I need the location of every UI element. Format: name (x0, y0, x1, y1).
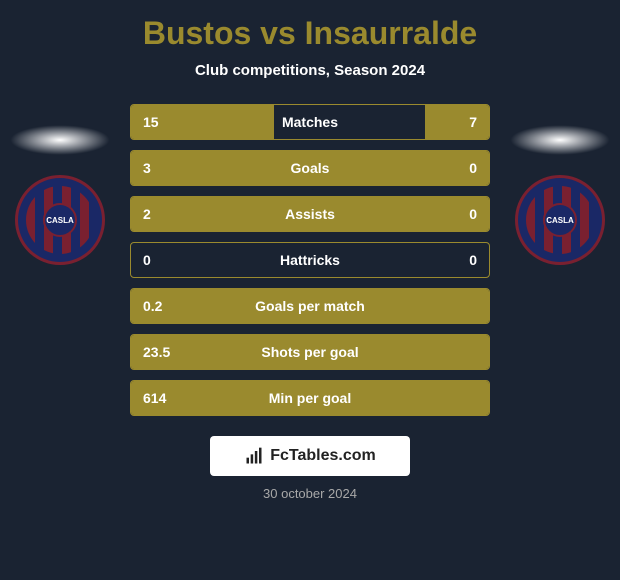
stat-label: Min per goal (269, 390, 351, 406)
stat-row: 2 Assists 0 (130, 196, 490, 232)
spotlight-icon (510, 125, 610, 155)
badge-center-label: CASLA (43, 203, 77, 237)
infographic-container: Bustos vs Insaurralde Club competitions,… (0, 0, 620, 580)
site-logo[interactable]: FcTables.com (210, 436, 410, 476)
page-subtitle: Club competitions, Season 2024 (10, 62, 610, 79)
stat-value-left: 0.2 (143, 298, 162, 314)
stat-value-right: 0 (469, 160, 477, 176)
stat-label: Shots per goal (261, 344, 358, 360)
stat-row: 0 Hattricks 0 (130, 242, 490, 278)
chart-icon (244, 446, 264, 466)
badge-circle: CASLA (515, 175, 605, 265)
stat-label: Assists (285, 206, 335, 222)
stat-fill-right (425, 105, 489, 139)
stat-value-left: 15 (143, 114, 159, 130)
stat-row: 15 Matches 7 (130, 104, 490, 140)
stat-row: 3 Goals 0 (130, 150, 490, 186)
stat-label: Matches (282, 114, 338, 130)
stat-value-left: 614 (143, 390, 166, 406)
club-badge-right: CASLA (515, 175, 605, 265)
page-title: Bustos vs Insaurralde (10, 15, 610, 52)
club-badge-left: CASLA (15, 175, 105, 265)
stat-value-left: 3 (143, 160, 151, 176)
stat-label: Hattricks (280, 252, 340, 268)
player-badge-left: CASLA (10, 125, 110, 285)
date-label: 30 october 2024 (10, 486, 610, 501)
badge-circle: CASLA (15, 175, 105, 265)
site-logo-text: FcTables.com (270, 447, 376, 465)
spotlight-icon (10, 125, 110, 155)
stat-value-right: 7 (469, 114, 477, 130)
stat-row: 614 Min per goal (130, 380, 490, 416)
stats-list: 15 Matches 7 3 Goals 0 2 Assists 0 0 Hattricks 0 0.2… (130, 104, 490, 416)
stat-value-left: 0 (143, 252, 151, 268)
player-badge-right: CASLA (510, 125, 610, 285)
stat-row: 0.2 Goals per match (130, 288, 490, 324)
stat-value-right: 0 (469, 252, 477, 268)
stat-value-right: 0 (469, 206, 477, 222)
stat-value-left: 2 (143, 206, 151, 222)
badge-center-label: CASLA (543, 203, 577, 237)
stat-label: Goals per match (255, 298, 365, 314)
stat-value-left: 23.5 (143, 344, 170, 360)
stat-row: 23.5 Shots per goal (130, 334, 490, 370)
stat-label: Goals (291, 160, 330, 176)
